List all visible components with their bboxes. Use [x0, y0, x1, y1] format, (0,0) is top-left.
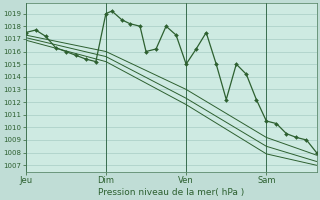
X-axis label: Pression niveau de la mer( hPa ): Pression niveau de la mer( hPa ) — [98, 188, 244, 197]
